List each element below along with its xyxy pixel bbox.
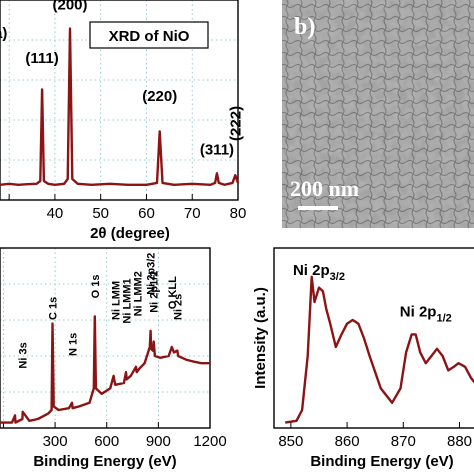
- xps-ni2p-x-tick-label: 870: [391, 433, 416, 450]
- xrd-x-tick-label: 80: [230, 205, 247, 222]
- xrd-panel: 40 50 60 70 80 (111) (200) (220) (311)(222) XRD…: [0, 0, 246, 242]
- xps-ni2p-peak-label: Ni 2p3/2: [293, 262, 345, 283]
- xps-survey-peak-label: Ni LMM1: [122, 278, 134, 323]
- xps-survey-peak-label: O 1s: [90, 275, 102, 299]
- xps-survey-grid: [0, 248, 210, 428]
- xps-survey-peak-labels: Ni 3sC 1sN 1sO 1s Ni LMM Ni LMM1 Ni LMM2 Ni …: [17, 253, 184, 369]
- xrd-series-line: [0, 27, 240, 186]
- xps-survey-panel: 300 600 900 1200 Ni 3sC 1sN 1sO 1s Ni LMM Ni …: [0, 247, 227, 470]
- xps-survey-x-tick-label: 900: [146, 433, 171, 450]
- xps-survey-peak-label: Ni 2s: [172, 294, 184, 320]
- xrd-title-box: [89, 21, 209, 49]
- xrd-peak-label: (220): [142, 88, 177, 105]
- xps-ni2p-x-axis-title: Binding Energy (eV): [310, 453, 453, 470]
- xps-ni2p-x-tick-label: 850: [278, 433, 303, 450]
- xps-survey-peak-label: N 1s: [67, 333, 79, 356]
- xrd-peak-labels: (111) (200) (220) (311)(222): [25, 0, 244, 158]
- sem-texture: [282, 0, 474, 228]
- xps-ni2p-panel: 850 860 870 880 Ni 2p3/2 Ni 2p1/2 Intensity …: [252, 247, 474, 470]
- xps-ni2p-x-tick-label: 860: [335, 433, 360, 450]
- xps-survey-peak-label: Ni 2p3/2: [146, 253, 158, 295]
- xps-survey-axes-frame: [0, 247, 211, 429]
- xps-survey-x-tick-label: 1200: [193, 433, 226, 450]
- xps-survey-x-axis-title: Binding Energy (eV): [33, 453, 176, 470]
- xps-survey-peak-label: Ni LMM2: [133, 271, 145, 316]
- panel-a-label: a): [0, 25, 7, 42]
- sem-scale-bar: [298, 206, 338, 210]
- xps-ni2p-x-tick-label: 880: [447, 433, 472, 450]
- xps-survey-peak-label: C 1s: [48, 297, 60, 320]
- xps-ni2p-axes-frame: [273, 247, 474, 429]
- sem-scale-text: 200 nm: [290, 176, 359, 201]
- xps-survey-peak-label: O KLL: [167, 276, 179, 309]
- xps-ni2p-series-line: [285, 275, 474, 424]
- xrd-axes-frame: [0, 0, 239, 201]
- xps-survey-x-ticks: 300 600 900 1200: [2, 422, 227, 450]
- xps-survey-peak-label: Ni 2p1/2: [149, 271, 161, 313]
- xps-survey-series-line: [0, 315, 210, 424]
- xrd-x-tick-label: 50: [92, 205, 109, 222]
- xrd-peak-label: (200): [53, 0, 88, 14]
- xps-survey-peak-label: Ni 3s: [17, 342, 29, 368]
- xrd-x-tick-label: 70: [184, 205, 201, 222]
- xrd-peak-label: (222): [227, 106, 244, 141]
- xps-ni2p-x-ticks: 850 860 870 880: [278, 422, 472, 450]
- xrd-title: XRD of NiO: [109, 28, 190, 45]
- panel-b-label: b): [294, 14, 315, 40]
- xps-ni2p-y-axis-title: Intensity (a.u.): [252, 287, 269, 389]
- xrd-peak-label: (311): [200, 141, 234, 158]
- xps-ni2p-peak-labels: Ni 2p3/2 Ni 2p1/2: [293, 262, 452, 324]
- xrd-peak-label: (111): [25, 50, 58, 67]
- sem-panel: b) 200 nm: [282, 0, 474, 228]
- xrd-x-tick-label: 40: [47, 205, 64, 222]
- xps-survey-x-tick-label: 300: [43, 433, 68, 450]
- xrd-x-tick-label: 60: [138, 205, 155, 222]
- xps-ni2p-peak-label: Ni 2p1/2: [400, 303, 452, 324]
- xps-survey-x-tick-label: 600: [94, 433, 119, 450]
- xps-survey-peak-label: Ni LMM: [110, 281, 122, 320]
- xrd-x-axis-title: 2θ (degree): [90, 225, 170, 242]
- xrd-x-ticks: 40 50 60 70 80: [8, 194, 247, 222]
